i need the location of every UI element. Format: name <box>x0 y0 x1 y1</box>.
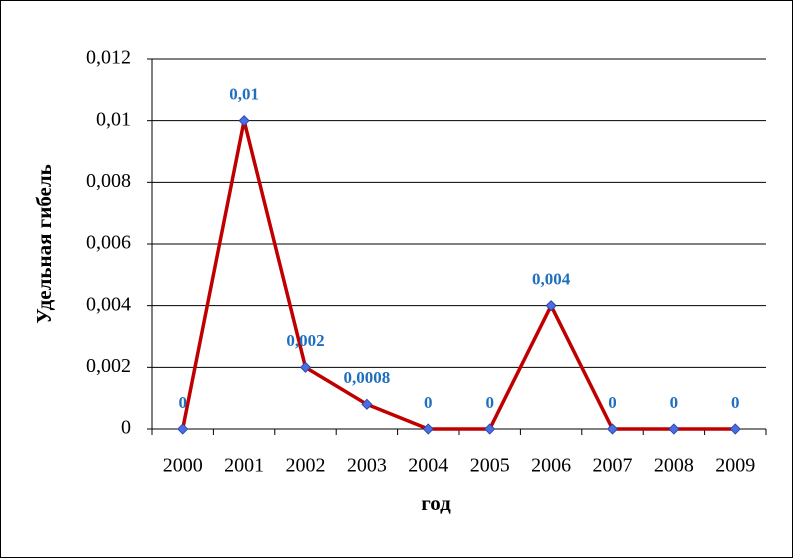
value-label: 0 <box>424 393 433 412</box>
value-label: 0,004 <box>532 270 571 289</box>
x-tick-label: 2004 <box>408 455 448 477</box>
x-tick-label: 2000 <box>163 455 203 477</box>
y-axis-label: Удельная гибель <box>32 164 56 324</box>
x-tick-label: 2005 <box>470 455 510 477</box>
marker <box>545 300 557 312</box>
x-tick-label: 2002 <box>286 455 326 477</box>
y-tick-label: 0,012 <box>86 47 131 69</box>
x-tick-label: 2009 <box>715 455 755 477</box>
x-tick-label: 2006 <box>531 455 571 477</box>
marker <box>606 423 619 435</box>
value-label: 0,002 <box>286 331 324 350</box>
marker <box>299 361 312 373</box>
marker <box>422 423 434 435</box>
marker <box>484 423 496 435</box>
value-label: 0 <box>178 393 187 412</box>
value-label: 0 <box>485 393 494 412</box>
x-tick-label: 2003 <box>347 455 387 477</box>
line <box>180 120 736 431</box>
marker <box>729 423 741 435</box>
y-tick-label: 0 <box>121 417 131 439</box>
marker <box>177 423 189 435</box>
value-label: 0 <box>670 393 679 412</box>
y-tick-label: 0,006 <box>86 232 131 254</box>
x-axis-label: год <box>421 491 451 515</box>
marker <box>238 115 250 127</box>
y-tick-label: 0,002 <box>86 355 131 377</box>
value-label: 0 <box>608 393 617 412</box>
value-label: 0,01 <box>229 85 259 104</box>
x-tick-label: 2007 <box>593 455 633 477</box>
x-tick-label: 2001 <box>224 455 264 477</box>
value-label: 0 <box>731 393 740 412</box>
x-tick-label: 2008 <box>654 455 694 477</box>
marker <box>361 398 373 410</box>
y-tick-label: 0,004 <box>86 293 131 315</box>
y-tick-label: 0,01 <box>96 108 131 130</box>
y-tick-label: 0,008 <box>86 170 131 192</box>
marker <box>668 423 680 435</box>
value-label: 0,0008 <box>344 368 391 387</box>
